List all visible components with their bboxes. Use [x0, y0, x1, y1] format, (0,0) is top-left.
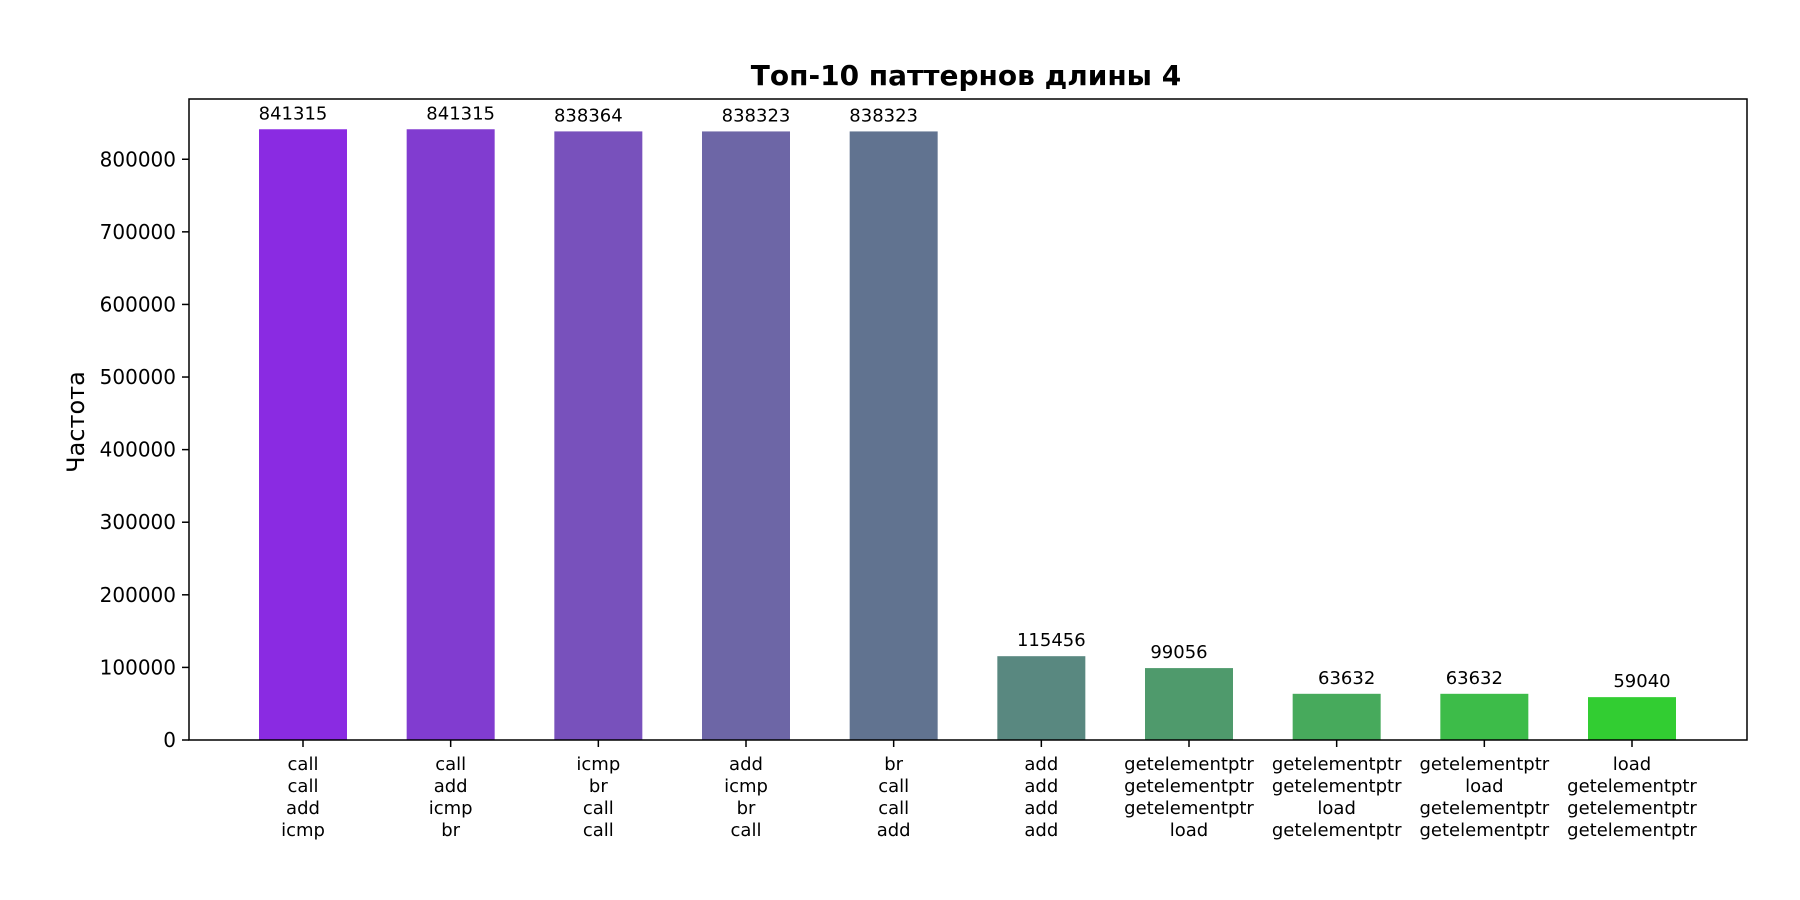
x-tick-label-line: add [434, 776, 468, 797]
x-tick-label-line: getelementptr [1567, 820, 1697, 841]
data-label-2: 841315 [426, 103, 495, 124]
x-tick-label-line: load [1465, 776, 1503, 797]
x-tick-label-line: getelementptr [1567, 776, 1697, 797]
y-tick-label-7: 600000 [100, 292, 176, 316]
x-tick-label-line: add [1024, 798, 1058, 819]
x-tick-label-line: load [1613, 754, 1651, 775]
y-tick-label-8: 700000 [100, 220, 176, 244]
x-tick-label-line: call [731, 820, 762, 841]
data-label-3: 838364 [554, 105, 623, 126]
x-tick-label-4: add icmp br call [724, 754, 768, 841]
y-tick-label-4: 300000 [100, 510, 176, 534]
x-tick-label-2: call add icmp br [429, 754, 473, 841]
bar-7 [1145, 668, 1233, 740]
x-tick-label-line: icmp [576, 754, 620, 775]
x-tick-label-3: icmp br call call [576, 754, 620, 841]
x-tick-label-6: add add add add [1024, 754, 1058, 841]
x-tick-label-line: add [1024, 754, 1058, 775]
x-tick-label-5: br call call add [877, 754, 911, 841]
data-label-7: 99056 [1150, 642, 1207, 663]
x-tick-label-line: add [1024, 776, 1058, 797]
bar-3 [554, 131, 643, 740]
y-tick-label-1: 0 [163, 728, 176, 752]
x-tick-label-line: icmp [429, 798, 473, 819]
chart-title: Топ-10 паттернов длины 4 [751, 59, 1181, 92]
x-tick-label-line: call [288, 754, 319, 775]
x-tick-label-line: getelementptr [1567, 798, 1697, 819]
x-tick-label-1: call call add icmp [281, 754, 325, 841]
bar-6 [997, 656, 1086, 740]
x-tick-label-line: br [884, 754, 903, 775]
x-tick-label-line: icmp [281, 820, 325, 841]
y-tick-label-2: 100000 [100, 655, 176, 679]
y-tick-label-6: 500000 [100, 365, 176, 389]
x-tick-label-9: getelementptr load getelementptr getelement… [1419, 754, 1549, 841]
x-tick-label-line: call [583, 820, 614, 841]
x-tick-label-line: call [583, 798, 614, 819]
data-label-1: 841315 [259, 103, 328, 124]
x-tick-label-line: add [729, 754, 763, 775]
data-label-4: 838323 [722, 105, 791, 126]
y-tick-label-9: 800000 [100, 147, 176, 171]
x-tick-label-line: add [1024, 820, 1058, 841]
x-tick-label-8: getelementptr getelementptr load getelement… [1272, 754, 1402, 841]
bar-2 [406, 129, 495, 741]
bar-1 [259, 129, 347, 741]
x-tick-label-line: load [1170, 820, 1208, 841]
x-tick-label-line: add [877, 820, 911, 841]
x-tick-label-line: call [288, 776, 319, 797]
x-tick-label-line: getelementptr [1124, 798, 1254, 819]
data-labels-group: 841315 841315 838364 838323 838323 115456 9905… [259, 103, 1671, 692]
x-tick-label-line: call [878, 776, 909, 797]
y-tick-label-3: 200000 [100, 583, 176, 607]
plot-frame [188, 98, 1748, 741]
bar-8 [1292, 693, 1381, 740]
x-tick-label-line: getelementptr [1124, 776, 1254, 797]
x-tick-label-line: add [286, 798, 320, 819]
bar-5 [849, 131, 938, 741]
bar-9 [1440, 693, 1529, 740]
y-tick-label-5: 400000 [100, 438, 176, 462]
data-label-5: 838323 [849, 105, 918, 126]
x-tick-label-line: getelementptr [1124, 754, 1254, 775]
x-tick-label-line: br [441, 820, 460, 841]
y-axis-label: Частота [62, 371, 90, 473]
x-tick-label-10: load getelementptr getelementptr getelement… [1567, 754, 1697, 841]
data-label-10: 59040 [1613, 671, 1670, 692]
bar-4 [702, 131, 790, 741]
x-tick-label-line: getelementptr [1419, 754, 1549, 775]
y-axis: 0 100000 200000 300000 400000 500000 600000 700… [100, 147, 189, 752]
x-tick-label-line: call [878, 798, 909, 819]
x-tick-label-line: call [435, 754, 466, 775]
x-tick-label-line: getelementptr [1272, 776, 1402, 797]
data-label-9: 63632 [1446, 668, 1503, 689]
x-tick-label-line: getelementptr [1419, 798, 1549, 819]
data-label-6: 115456 [1017, 630, 1086, 651]
x-tick-label-line: getelementptr [1272, 820, 1402, 841]
data-label-8: 63632 [1318, 668, 1375, 689]
x-tick-label-line: getelementptr [1419, 820, 1549, 841]
bar-10 [1588, 697, 1676, 740]
x-tick-label-line: br [589, 776, 608, 797]
x-tick-label-7: getelementptr getelementptr getelementptr l… [1124, 754, 1254, 841]
bars-group [259, 129, 1676, 741]
x-tick-label-line: getelementptr [1272, 754, 1402, 775]
x-tick-label-line: icmp [724, 776, 768, 797]
x-tick-label-line: load [1317, 798, 1355, 819]
x-tick-label-line: br [737, 798, 756, 819]
